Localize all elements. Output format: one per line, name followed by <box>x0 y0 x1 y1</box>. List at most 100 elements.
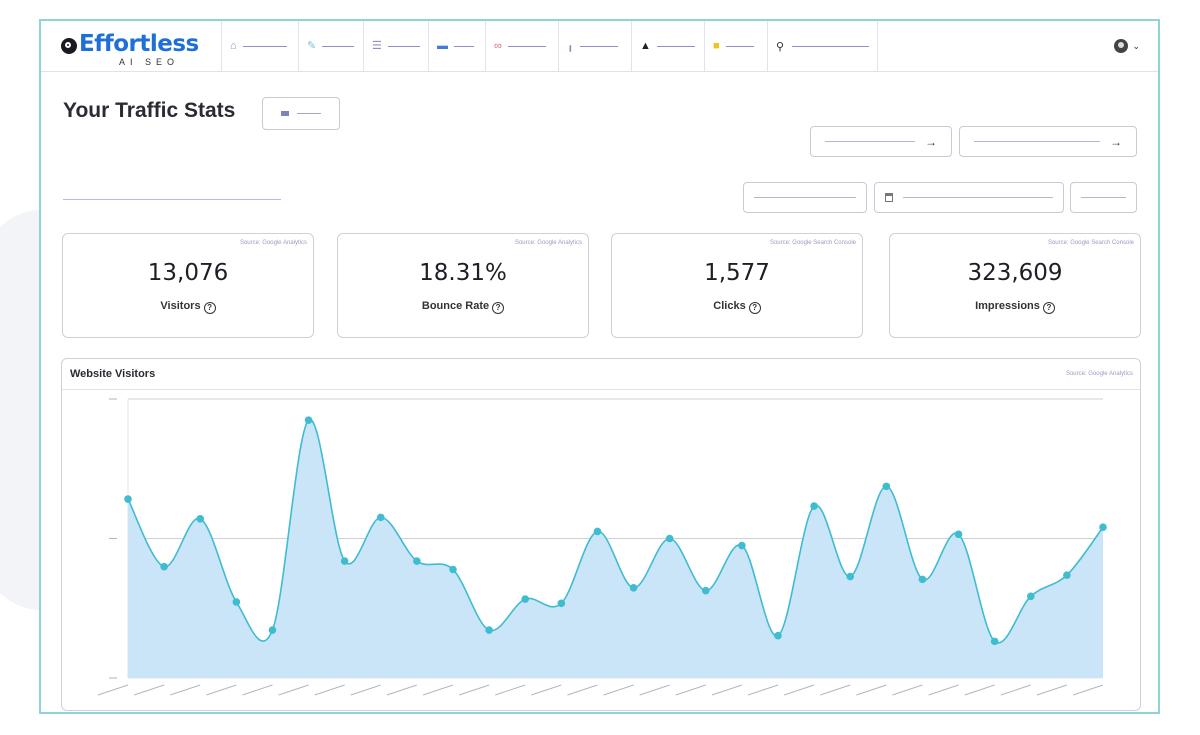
action-button-2[interactable]: → <box>959 126 1137 157</box>
panel-title: Website Visitors <box>70 368 156 380</box>
stat-value: 323,609 <box>967 260 1063 286</box>
brand-name: Effortless <box>79 31 199 57</box>
nav-item-home[interactable]: ⌂ <box>221 21 298 71</box>
data-point <box>160 562 168 571</box>
data-point <box>810 502 818 510</box>
stat-label-row: Visitors? <box>63 300 313 314</box>
chevron-down-icon: ⌄ <box>1132 40 1140 51</box>
search-logo-icon <box>61 38 77 54</box>
help-icon[interactable]: ? <box>492 302 505 314</box>
data-point <box>738 541 746 550</box>
range-select[interactable] <box>743 182 867 213</box>
x-tick-label <box>386 684 418 696</box>
video-tutorial-button[interactable] <box>262 97 340 130</box>
data-point <box>918 575 927 584</box>
list-icon: ☰ <box>372 39 382 52</box>
data-point <box>593 527 602 536</box>
x-tick-label <box>783 684 815 696</box>
stat-card-visitors: Source: Google Analytics 13,076 Visitors… <box>62 233 314 338</box>
x-tick-label <box>603 684 634 696</box>
x-tick-label <box>314 684 345 696</box>
stat-value: 18.31% <box>419 260 507 286</box>
nav-item-links[interactable]: ∞ <box>485 21 558 71</box>
stat-label: Bounce Rate <box>421 300 490 312</box>
stat-label-row: Bounce Rate? <box>338 300 588 314</box>
avatar-icon <box>1114 39 1129 53</box>
date-picker[interactable] <box>874 182 1064 213</box>
stat-value: 1,577 <box>704 260 770 286</box>
nav-item-list[interactable]: ☰ <box>363 21 428 71</box>
stat-label-row: Clicks? <box>612 300 862 314</box>
calendar-icon <box>885 193 893 202</box>
nav-item-rocket[interactable]: ✎ <box>298 21 363 71</box>
site-selector-line[interactable] <box>63 199 281 200</box>
help-icon[interactable]: ? <box>748 302 761 314</box>
stat-card-impressions: Source: Google Search Console 323,609 Im… <box>889 233 1141 338</box>
x-tick-label <box>458 684 490 696</box>
graduation-cap-icon: ▲ <box>640 39 651 52</box>
brand-logo[interactable]: Effortless AI SEO <box>41 21 221 71</box>
help-icon[interactable]: ? <box>203 302 216 314</box>
stat-label: Visitors <box>160 300 201 312</box>
visitors-area-fill <box>128 419 1103 678</box>
x-tick-label <box>170 684 201 696</box>
stat-source: Source: Google Analytics <box>239 240 307 246</box>
x-tick-label <box>97 684 129 696</box>
data-point <box>340 557 349 565</box>
stat-source: Source: Google Search Console <box>769 240 856 246</box>
x-tick-label <box>1000 684 1031 696</box>
briefcase-icon: ■ <box>713 39 720 52</box>
x-tick-label <box>1036 684 1068 696</box>
data-point <box>990 637 999 646</box>
stat-source: Source: Google Analytics <box>514 240 582 246</box>
stat-label-row: Impressions? <box>890 300 1140 314</box>
bar-chart-icon: ╻ <box>567 39 574 52</box>
x-tick-label <box>422 684 454 696</box>
x-tick-label <box>531 684 562 696</box>
data-point <box>376 513 385 522</box>
x-tick-label <box>350 684 381 696</box>
data-point <box>882 482 891 491</box>
x-tick-label <box>495 684 526 696</box>
nav-item-academy[interactable]: ▲ <box>631 21 704 71</box>
x-tick-label <box>133 684 165 696</box>
x-tick-label <box>820 684 851 696</box>
x-tick-label <box>856 684 887 696</box>
visitors-area-chart <box>97 398 1107 696</box>
brand-tagline: AI SEO <box>119 57 180 67</box>
arrow-right-icon: → <box>925 134 937 149</box>
x-tick-label <box>639 684 670 696</box>
data-point <box>413 557 421 565</box>
x-tick-label <box>1072 684 1104 696</box>
data-point <box>1026 592 1035 601</box>
data-point <box>521 595 530 603</box>
x-tick-label <box>206 684 237 696</box>
x-tick-label <box>964 684 995 696</box>
nav-search[interactable]: ⚲ <box>767 21 878 71</box>
panel-header: Website Visitors Source: Google Analytic… <box>62 359 1140 390</box>
help-icon[interactable]: ? <box>1042 302 1055 314</box>
stat-value: 13,076 <box>147 260 229 286</box>
nav-item-briefcase[interactable]: ■ <box>704 21 767 71</box>
top-navbar: Effortless AI SEO ⌂ ✎ ☰ ▬ ∞ ╻ ▲ ■ ⚲ ⌄ <box>41 21 1158 72</box>
x-tick-label <box>711 684 743 696</box>
link-icon: ∞ <box>494 39 502 52</box>
stat-label: Clicks <box>713 300 746 312</box>
data-point <box>485 626 493 634</box>
apply-button[interactable] <box>1070 182 1137 213</box>
nav-item-reports[interactable]: ╻ <box>558 21 631 71</box>
website-visitors-panel: Website Visitors Source: Google Analytic… <box>61 358 1141 711</box>
rocket-icon: ✎ <box>307 39 317 52</box>
data-point <box>954 530 963 539</box>
x-tick-label <box>242 684 273 696</box>
nav-item-store[interactable]: ▬ <box>428 21 485 71</box>
arrow-right-icon: → <box>1110 134 1122 149</box>
data-point <box>1099 523 1107 532</box>
user-menu[interactable]: ⌄ <box>1114 21 1158 71</box>
data-point <box>196 514 205 523</box>
action-button-1[interactable]: → <box>810 126 952 157</box>
panel-source: Source: Google Analytics <box>1065 371 1133 377</box>
x-tick-label <box>278 684 309 696</box>
page-title: Your Traffic Stats <box>63 99 236 122</box>
video-camera-icon <box>281 111 289 116</box>
